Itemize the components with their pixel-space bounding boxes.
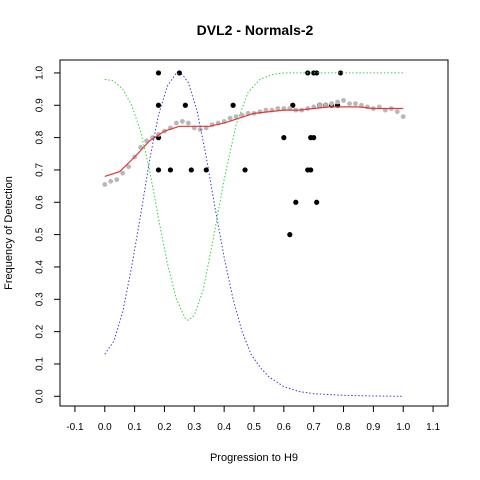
y-tick-label: 0.6	[35, 195, 46, 209]
data-point	[203, 167, 209, 173]
data-point	[182, 102, 188, 108]
data-point	[317, 102, 323, 108]
x-tick-label: 0.1	[128, 422, 142, 433]
data-point	[197, 127, 203, 132]
x-tick-label: 0.9	[366, 422, 380, 433]
y-tick-label: 0.9	[35, 98, 46, 112]
data-point	[233, 114, 239, 119]
data-point	[242, 167, 248, 173]
x-tick-label: -0.1	[66, 422, 84, 433]
x-axis: -0.1 0.0 0.1 0.2 0.3 0.4 0.5 0.6 0.7 0.8 0.9 1.0 1.1	[66, 406, 440, 433]
data-point	[275, 106, 281, 111]
data-point	[188, 167, 194, 173]
x-tick-label: 0.7	[307, 422, 321, 433]
data-point	[176, 70, 182, 76]
data-point	[155, 102, 162, 108]
data-point	[311, 135, 317, 141]
x-tick-label: 0.8	[337, 422, 351, 433]
data-point	[230, 102, 236, 108]
data-point	[359, 102, 364, 108]
x-tick-label: 1.1	[426, 422, 440, 433]
data-point	[108, 178, 114, 184]
chart-title: DVL2 - Normals-2	[197, 22, 314, 38]
data-point	[394, 109, 400, 115]
data-point	[167, 167, 174, 173]
data-point	[337, 70, 344, 76]
x-tick-label: 0.0	[98, 422, 112, 433]
data-point	[155, 167, 162, 173]
data-point	[179, 119, 185, 124]
y-axis-label: Frequency of Detection	[3, 176, 15, 290]
series-line	[104, 72, 404, 397]
data-point	[263, 107, 269, 113]
series-3-green_curve	[104, 72, 404, 321]
data-point	[329, 101, 334, 107]
x-tick-label: 0.5	[247, 422, 261, 433]
x-tick-label: 0.6	[277, 422, 291, 433]
data-point	[227, 115, 233, 121]
x-tick-label: 0.3	[187, 422, 201, 433]
x-tick-label: 0.4	[217, 422, 231, 433]
y-tick-label: 0.7	[35, 163, 46, 177]
data-point	[293, 199, 299, 205]
data-point	[287, 232, 293, 238]
data-point	[239, 112, 245, 118]
data-point	[281, 135, 287, 141]
series-0-black_points	[155, 70, 344, 238]
data-point	[126, 164, 132, 170]
data-point	[174, 120, 179, 126]
data-point	[347, 101, 352, 107]
series-4-blue_curve	[104, 72, 404, 397]
x-axis-label: Progression to H9	[210, 452, 298, 464]
series-line	[104, 72, 404, 321]
data-point	[341, 98, 346, 103]
y-axis: 0.0 0.1 0.2 0.3 0.4 0.5 0.6 0.7 0.8 0.9 1.0	[35, 66, 60, 403]
y-tick-label: 0.4	[35, 260, 46, 274]
data-point	[400, 114, 406, 119]
x-tick-label: 1.0	[396, 422, 410, 433]
data-point	[308, 167, 314, 173]
y-tick-label: 0.3	[35, 292, 46, 306]
series-2-red_fit	[104, 106, 404, 177]
y-tick-label: 0.8	[35, 130, 46, 144]
data-point	[290, 102, 296, 108]
y-tick-label: 0.2	[35, 324, 46, 338]
y-tick-label: 0.5	[35, 227, 46, 241]
data-point	[314, 70, 320, 76]
data-point	[323, 102, 329, 108]
data-point	[102, 182, 108, 187]
data-point	[314, 199, 320, 205]
data-point	[155, 70, 162, 76]
data-point	[114, 177, 120, 183]
data-point	[335, 99, 340, 105]
series-line	[104, 106, 404, 177]
data-point	[120, 170, 126, 176]
data-point	[353, 101, 358, 107]
y-tick-label: 1.0	[35, 66, 46, 80]
data-point	[185, 120, 191, 126]
y-tick-label: 0.0	[35, 389, 46, 403]
x-tick-label: 0.2	[158, 422, 172, 433]
y-tick-label: 0.1	[35, 357, 46, 371]
